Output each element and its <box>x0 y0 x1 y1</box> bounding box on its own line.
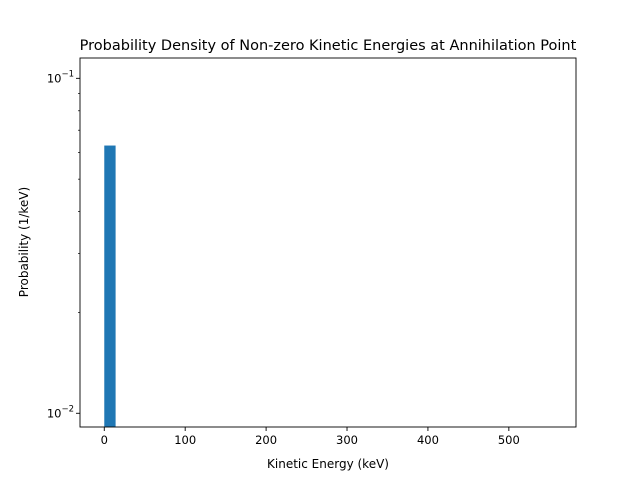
x-tick-label: 0 <box>101 433 108 447</box>
y-tick-base: 10 <box>47 406 62 420</box>
x-tick-label: 300 <box>336 433 358 447</box>
x-tick-label: 500 <box>498 433 520 447</box>
plot-frame <box>79 57 577 428</box>
x-tick-label: 400 <box>417 433 439 447</box>
bars-layer <box>104 145 116 427</box>
chart-title: Probability Density of Non-zero Kinetic … <box>80 38 577 54</box>
y-tick-label: 10−2 <box>47 404 74 420</box>
histogram-bar <box>104 145 116 427</box>
y-tick-exponent: −1 <box>61 69 74 79</box>
y-tick-base: 10 <box>47 71 62 85</box>
x-tick-label: 100 <box>174 433 196 447</box>
y-axis-ticks: 10−210−1 <box>47 69 80 420</box>
y-tick-exponent: −2 <box>61 404 74 414</box>
x-axis-ticks: 0 100 200 300 400 500 <box>101 427 520 447</box>
x-tick-label: 200 <box>255 433 277 447</box>
y-tick-label: 10−1 <box>47 69 74 85</box>
x-axis-label: Kinetic Energy (keV) <box>267 457 389 471</box>
y-axis-label: Probability (1/keV) <box>17 187 31 297</box>
